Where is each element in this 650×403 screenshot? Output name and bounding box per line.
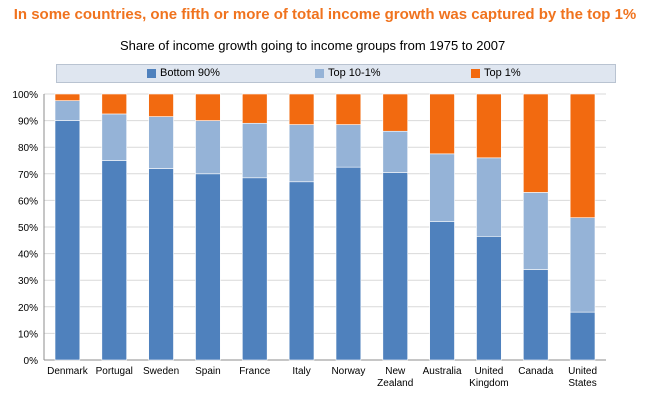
bar-segment-top-1 — [242, 93, 268, 124]
bar-segment-top-10-1 — [335, 124, 362, 168]
y-tick-label: 60% — [18, 196, 38, 207]
bar-segment-top-10-1 — [54, 100, 81, 121]
x-tick-label: Canada — [518, 366, 553, 377]
legend-label-top-1: Top 1% — [484, 67, 521, 79]
bar-segment-top-1 — [476, 93, 502, 159]
bar-segment-top-10-1 — [242, 122, 268, 179]
legend-swatch-bottom-90 — [147, 68, 156, 78]
y-tick-label: 30% — [18, 276, 38, 287]
legend-label-top-10-1: Top 10-1% — [328, 67, 381, 79]
bar-segment-bottom-90 — [429, 221, 455, 361]
x-tick-label-line: Zealand — [377, 378, 413, 389]
bar-segment-top-1 — [288, 93, 315, 125]
bar-segment-top-10-1 — [569, 217, 596, 313]
bar-segment-bottom-90 — [288, 181, 315, 361]
x-tick-label-line: Sweden — [143, 366, 179, 377]
bar-segment-bottom-90 — [382, 172, 408, 361]
bar-segment-top-1 — [429, 93, 455, 155]
bar-segment-bottom-90 — [242, 177, 268, 361]
bar-segment-top-10-1 — [382, 130, 408, 173]
legend-item-top-1: Top 1% — [471, 67, 521, 79]
x-tick-label: Australia — [423, 366, 462, 377]
x-tick-label-line: Kingdom — [469, 378, 508, 389]
chart-subtitle: Share of income growth going to income g… — [120, 38, 506, 53]
x-tick-label: United Kingdom — [469, 366, 508, 389]
x-tick-label: Norway — [331, 366, 365, 377]
x-tick-label-line: New — [385, 366, 406, 377]
bar-segment-top-1 — [523, 93, 549, 193]
x-tick-label-line: Portugal — [96, 366, 133, 377]
bar-segment-top-10-1 — [148, 116, 174, 169]
x-tick-label: Italy — [292, 366, 310, 377]
chart-legend: Bottom 90% Top 10-1% Top 1% — [56, 64, 616, 83]
bar-segment-top-10-1 — [476, 157, 502, 237]
x-tick-label-line: United — [474, 366, 503, 377]
bar-segment-top-10-1 — [523, 192, 549, 270]
x-tick-label: Sweden — [143, 366, 179, 377]
bar-segment-top-10-1 — [429, 153, 455, 222]
y-tick-label: 100% — [12, 90, 38, 101]
x-tick-label-line: States — [568, 378, 596, 389]
chart-headline: In some countries, one fifth or more of … — [13, 6, 637, 23]
x-tick-label: Spain — [195, 366, 221, 377]
bar-segment-top-1 — [148, 93, 174, 117]
x-tick-label: United States — [568, 366, 597, 389]
y-tick-label: 40% — [18, 250, 38, 261]
bar-segment-top-10-1 — [195, 120, 221, 175]
bar-segment-bottom-90 — [335, 166, 362, 361]
x-tick-label-line: United — [568, 366, 597, 377]
bar-segment-bottom-90 — [569, 311, 596, 361]
x-tick-label-line: France — [239, 366, 271, 377]
bar-segment-top-10-1 — [288, 124, 315, 183]
x-tick-label-line: Norway — [331, 366, 365, 377]
x-tick-label: France — [239, 366, 271, 377]
legend-label-bottom-90: Bottom 90% — [160, 67, 220, 79]
y-tick-label: 20% — [18, 303, 38, 314]
y-tick-label: 90% — [18, 117, 38, 128]
bar-segment-bottom-90 — [54, 120, 81, 361]
x-tick-label-line: Denmark — [47, 366, 89, 377]
x-tick-label: New Zealand — [377, 366, 413, 389]
y-tick-label: 50% — [18, 223, 38, 234]
y-tick-label: 70% — [18, 170, 38, 181]
bar-segment-bottom-90 — [195, 173, 221, 361]
bar-segment-bottom-90 — [523, 269, 549, 361]
x-tick-label: Denmark — [47, 366, 89, 377]
y-tick-label: 10% — [18, 329, 38, 340]
bar-segment-bottom-90 — [476, 236, 502, 361]
bar-segment-top-1 — [195, 93, 221, 121]
bar-segment-top-1 — [569, 93, 596, 218]
x-tick-label-line: Australia — [423, 366, 462, 377]
legend-swatch-top-10-1 — [315, 68, 324, 78]
x-tick-label-line: Canada — [518, 366, 553, 377]
bar-segment-top-1 — [335, 93, 362, 125]
legend-item-top-10-1: Top 10-1% — [315, 67, 381, 79]
bar-segment-bottom-90 — [101, 160, 127, 361]
y-tick-label: 80% — [18, 143, 38, 154]
x-tick-label-line: Spain — [195, 366, 221, 377]
x-tick-label: Portugal — [96, 366, 133, 377]
legend-swatch-top-1 — [471, 68, 480, 78]
bar-segment-top-10-1 — [101, 113, 127, 161]
y-tick-label: 0% — [24, 356, 39, 367]
bar-segment-bottom-90 — [148, 168, 174, 361]
legend-item-bottom-90: Bottom 90% — [147, 67, 220, 79]
bar-segment-top-1 — [54, 93, 81, 101]
bar-segment-top-1 — [382, 93, 408, 132]
x-tick-label-line: Italy — [292, 366, 310, 377]
bar-segment-top-1 — [101, 93, 127, 115]
